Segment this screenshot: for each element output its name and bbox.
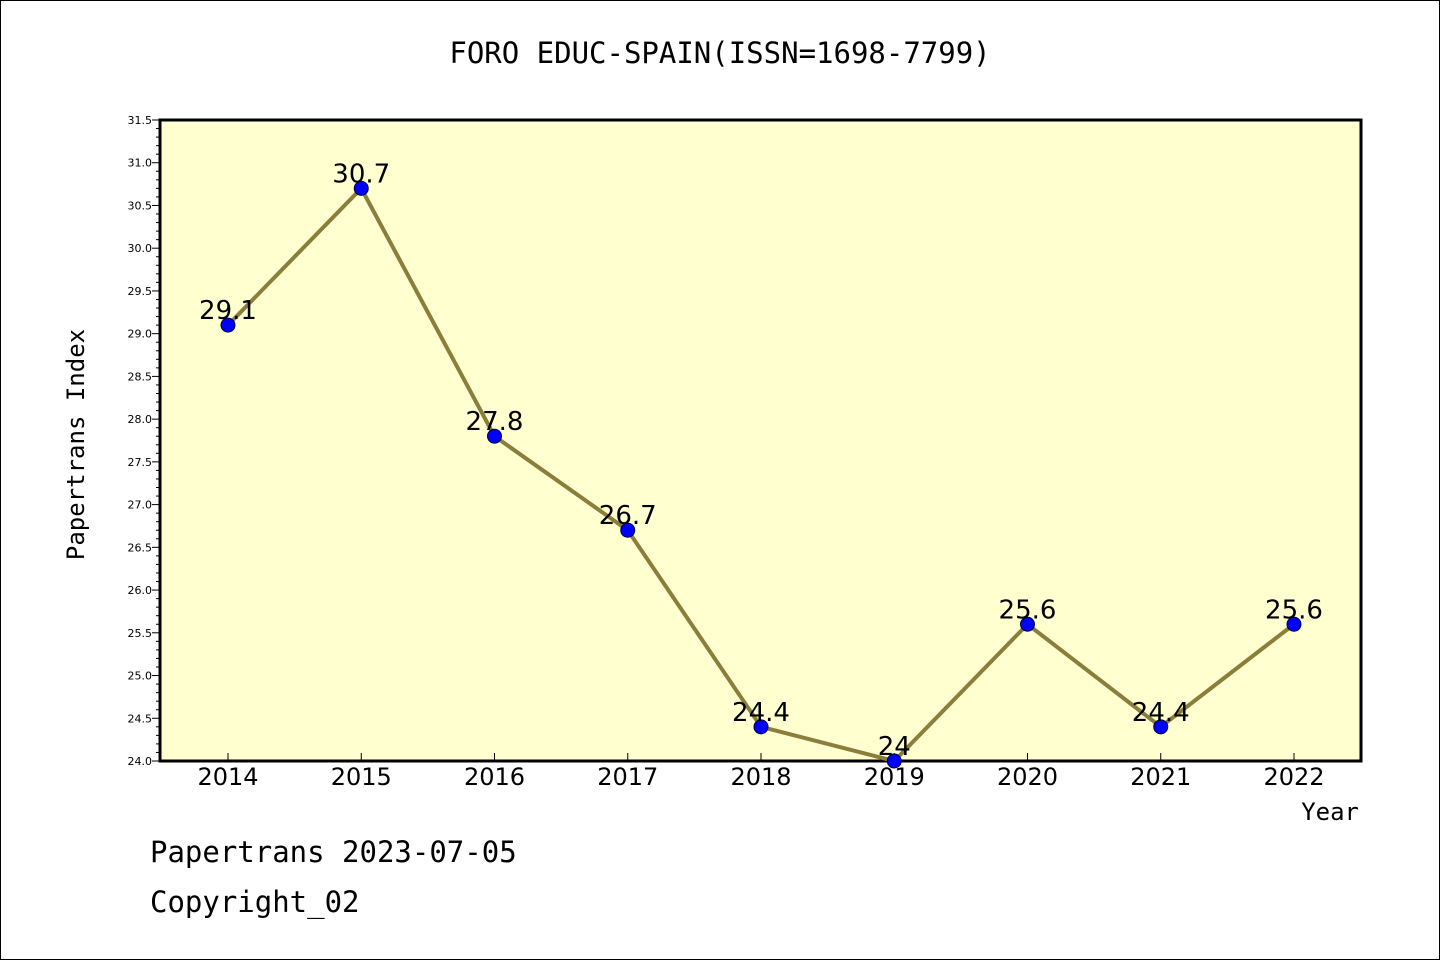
y-tick-label: 25.0 — [128, 670, 153, 683]
data-label: 24.4 — [732, 698, 790, 728]
data-label: 24.4 — [1132, 698, 1190, 728]
x-tick-label: 2015 — [331, 763, 392, 791]
y-tick-label: 29.0 — [128, 328, 153, 341]
y-tick-label: 26.0 — [128, 584, 153, 597]
x-axis-title: Year — [1301, 798, 1359, 826]
y-tick-label: 28.0 — [128, 413, 153, 426]
y-tick-label: 27.5 — [128, 456, 153, 469]
x-tick-label: 2014 — [197, 763, 258, 791]
chart-title: FORO EDUC-SPAIN(ISSN=1698-7799) — [449, 36, 991, 70]
data-point — [620, 522, 636, 538]
data-label: 25.6 — [1265, 595, 1323, 625]
y-tick-label: 24.0 — [128, 755, 153, 768]
x-tick-label: 2020 — [997, 763, 1058, 791]
y-tick-label: 30.5 — [128, 199, 153, 212]
y-axis: 24.0 24.5 25.0 25.5 26.0 26.5 27.0 27.5 28.0 28.5… — [128, 114, 160, 768]
x-tick-label: 2016 — [464, 763, 525, 791]
data-label: 30.7 — [332, 159, 390, 189]
x-tick-label: 2017 — [597, 763, 658, 791]
data-label: 29.1 — [199, 296, 257, 326]
y-tick-label: 26.5 — [128, 541, 153, 554]
x-tick-label: 2022 — [1263, 763, 1324, 791]
data-point — [1020, 616, 1035, 632]
data-label: 25.6 — [999, 595, 1057, 625]
data-point — [353, 180, 369, 196]
y-tick-label: 31.0 — [128, 157, 153, 170]
data-labels: 29.1 30.7 27.8 26.7 24.4 24 25.6 24.4 25.6 — [199, 159, 1323, 762]
x-tick-label: 2018 — [730, 763, 791, 791]
y-tick-label: 31.5 — [128, 114, 153, 127]
x-axis: 2014 2015 2016 2017 2018 2019 2020 2021 2022 — [197, 753, 1325, 791]
data-label: 27.8 — [466, 407, 524, 437]
data-point — [487, 428, 502, 444]
y-tick-label: 24.5 — [128, 712, 153, 725]
y-tick-label: 25.5 — [128, 627, 153, 640]
y-tick-label: 29.5 — [128, 285, 153, 298]
data-point — [1153, 719, 1169, 735]
y-tick-label: 30.0 — [128, 242, 153, 255]
y-tick-label: 27.0 — [128, 499, 153, 512]
data-label: 26.7 — [599, 501, 657, 531]
plot-area — [158, 118, 1363, 763]
y-axis-title: Papertrans Index — [62, 329, 90, 560]
data-label: 24 — [878, 732, 911, 762]
y-tick-label: 28.5 — [128, 370, 153, 383]
data-point — [1286, 616, 1302, 632]
x-tick-label: 2021 — [1130, 763, 1191, 791]
data-point — [220, 317, 236, 333]
series-markers — [220, 180, 1302, 769]
data-point — [753, 719, 769, 735]
data-point — [886, 753, 902, 769]
footer-copyright: Copyright_02 — [150, 885, 360, 919]
footer-date: Papertrans 2023-07-05 — [150, 835, 517, 869]
